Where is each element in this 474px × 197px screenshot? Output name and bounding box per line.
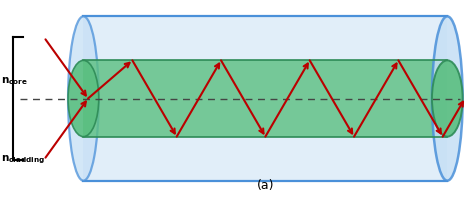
Polygon shape — [83, 60, 447, 137]
Ellipse shape — [432, 60, 463, 137]
Ellipse shape — [432, 16, 463, 181]
Text: $\mathbf{n}_{\mathbf{core}}$: $\mathbf{n}_{\mathbf{core}}$ — [0, 75, 27, 87]
Polygon shape — [83, 16, 447, 181]
Ellipse shape — [68, 60, 99, 137]
Text: $\mathbf{n}_{\mathbf{cladding}}$: $\mathbf{n}_{\mathbf{cladding}}$ — [0, 153, 45, 166]
Text: (a): (a) — [256, 179, 274, 192]
Ellipse shape — [68, 16, 99, 181]
